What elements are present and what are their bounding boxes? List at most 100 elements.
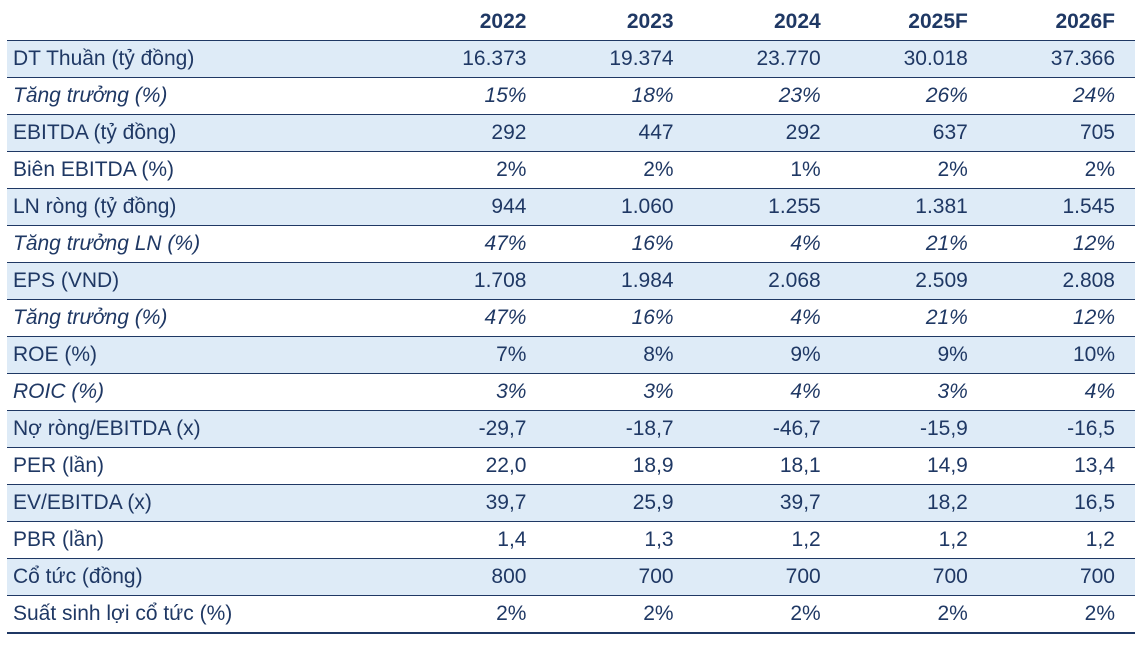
value-cell: 700 <box>840 558 988 596</box>
value-cell: 1,2 <box>693 521 841 559</box>
value-cell: 2% <box>546 151 694 189</box>
value-cell: 9% <box>693 336 841 374</box>
value-cell: 3% <box>399 373 547 411</box>
value-cell: 23.770 <box>693 40 841 78</box>
value-cell: 18% <box>546 77 694 115</box>
table-row: EV/EBITDA (x) 39,7 25,9 39,7 18,2 16,5 <box>7 484 1135 522</box>
table-row: Nợ ròng/EBITDA (x) -29,7 -18,7 -46,7 -15,9 -1… <box>7 410 1135 448</box>
table-row: Tăng trưởng LN (%) 47% 16% 4% 21% 12% <box>7 225 1135 263</box>
row-label: Tăng trưởng (%) <box>7 299 400 337</box>
row-label: LN ròng (tỷ đồng) <box>7 188 400 226</box>
value-cell: 47% <box>399 299 547 337</box>
value-cell: 1% <box>693 151 841 189</box>
value-cell: 1,2 <box>840 521 988 559</box>
value-cell: 8% <box>546 336 694 374</box>
value-cell: 700 <box>693 558 841 596</box>
value-cell: 24% <box>987 77 1135 115</box>
row-label: Cổ tức (đồng) <box>7 558 400 596</box>
value-cell: 12% <box>987 299 1135 337</box>
table-row: LN ròng (tỷ đồng) 944 1.060 1.255 1.381 1.545 <box>7 188 1135 226</box>
corner-cell <box>7 4 400 41</box>
row-label: ROIC (%) <box>7 373 400 411</box>
value-cell: 39,7 <box>693 484 841 522</box>
table-row: PBR (lần) 1,4 1,3 1,2 1,2 1,2 <box>7 521 1135 559</box>
value-cell: -46,7 <box>693 410 841 448</box>
value-cell: 705 <box>987 114 1135 152</box>
financial-summary-table-wrap: 2022 2023 2024 2025F 2026F DT Thuần (tỷ … <box>7 4 1135 634</box>
row-label: EV/EBITDA (x) <box>7 484 400 522</box>
value-cell: 21% <box>840 299 988 337</box>
value-cell: 944 <box>399 188 547 226</box>
row-label: Nợ ròng/EBITDA (x) <box>7 410 400 448</box>
row-label: Suất sinh lợi cổ tức (%) <box>7 595 400 634</box>
value-cell: 2% <box>693 595 841 634</box>
value-cell: 2.068 <box>693 262 841 300</box>
value-cell: 26% <box>840 77 988 115</box>
value-cell: 2% <box>546 595 694 634</box>
value-cell: 3% <box>546 373 694 411</box>
value-cell: 13,4 <box>987 447 1135 485</box>
row-label: PER (lần) <box>7 447 400 485</box>
value-cell: -29,7 <box>399 410 547 448</box>
table-row: Cổ tức (đồng) 800 700 700 700 700 <box>7 558 1135 596</box>
value-cell: 23% <box>693 77 841 115</box>
value-cell: 1,3 <box>546 521 694 559</box>
table-row: Tăng trưởng (%) 47% 16% 4% 21% 12% <box>7 299 1135 337</box>
table-row: Biên EBITDA (%) 2% 2% 1% 2% 2% <box>7 151 1135 189</box>
value-cell: 16% <box>546 299 694 337</box>
value-cell: 18,2 <box>840 484 988 522</box>
value-cell: 1,2 <box>987 521 1135 559</box>
value-cell: -18,7 <box>546 410 694 448</box>
value-cell: 16.373 <box>399 40 547 78</box>
value-cell: 1.545 <box>987 188 1135 226</box>
value-cell: 18,1 <box>693 447 841 485</box>
table-body: DT Thuần (tỷ đồng) 16.373 19.374 23.770 30.0… <box>7 40 1135 634</box>
value-cell: 22,0 <box>399 447 547 485</box>
value-cell: 16,5 <box>987 484 1135 522</box>
table-row: ROE (%) 7% 8% 9% 9% 10% <box>7 336 1135 374</box>
value-cell: 292 <box>399 114 547 152</box>
row-label: Tăng trưởng (%) <box>7 77 400 115</box>
value-cell: 1.381 <box>840 188 988 226</box>
year-header: 2025F <box>840 4 988 41</box>
value-cell: 10% <box>987 336 1135 374</box>
value-cell: 2% <box>399 595 547 634</box>
value-cell: 2% <box>399 151 547 189</box>
value-cell: 2% <box>840 151 988 189</box>
value-cell: 4% <box>693 299 841 337</box>
value-cell: 3% <box>840 373 988 411</box>
value-cell: 21% <box>840 225 988 263</box>
year-header: 2026F <box>987 4 1135 41</box>
value-cell: 30.018 <box>840 40 988 78</box>
year-header: 2023 <box>546 4 694 41</box>
value-cell: 1.708 <box>399 262 547 300</box>
value-cell: 39,7 <box>399 484 547 522</box>
value-cell: 9% <box>840 336 988 374</box>
value-cell: 1.060 <box>546 188 694 226</box>
value-cell: 700 <box>987 558 1135 596</box>
year-header: 2024 <box>693 4 841 41</box>
value-cell: 637 <box>840 114 988 152</box>
financial-summary-table: 2022 2023 2024 2025F 2026F DT Thuần (tỷ … <box>7 4 1135 634</box>
value-cell: 47% <box>399 225 547 263</box>
value-cell: 4% <box>987 373 1135 411</box>
value-cell: 700 <box>546 558 694 596</box>
value-cell: 37.366 <box>987 40 1135 78</box>
value-cell: 292 <box>693 114 841 152</box>
value-cell: 16% <box>546 225 694 263</box>
value-cell: 447 <box>546 114 694 152</box>
value-cell: 15% <box>399 77 547 115</box>
value-cell: -16,5 <box>987 410 1135 448</box>
value-cell: 2% <box>840 595 988 634</box>
value-cell: 14,9 <box>840 447 988 485</box>
year-header: 2022 <box>399 4 547 41</box>
row-label: Biên EBITDA (%) <box>7 151 400 189</box>
value-cell: 1.984 <box>546 262 694 300</box>
value-cell: 19.374 <box>546 40 694 78</box>
row-label: EBITDA (tỷ đồng) <box>7 114 400 152</box>
value-cell: 4% <box>693 373 841 411</box>
header-row: 2022 2023 2024 2025F 2026F <box>7 4 1135 41</box>
value-cell: 1.255 <box>693 188 841 226</box>
value-cell: 12% <box>987 225 1135 263</box>
value-cell: 1,4 <box>399 521 547 559</box>
